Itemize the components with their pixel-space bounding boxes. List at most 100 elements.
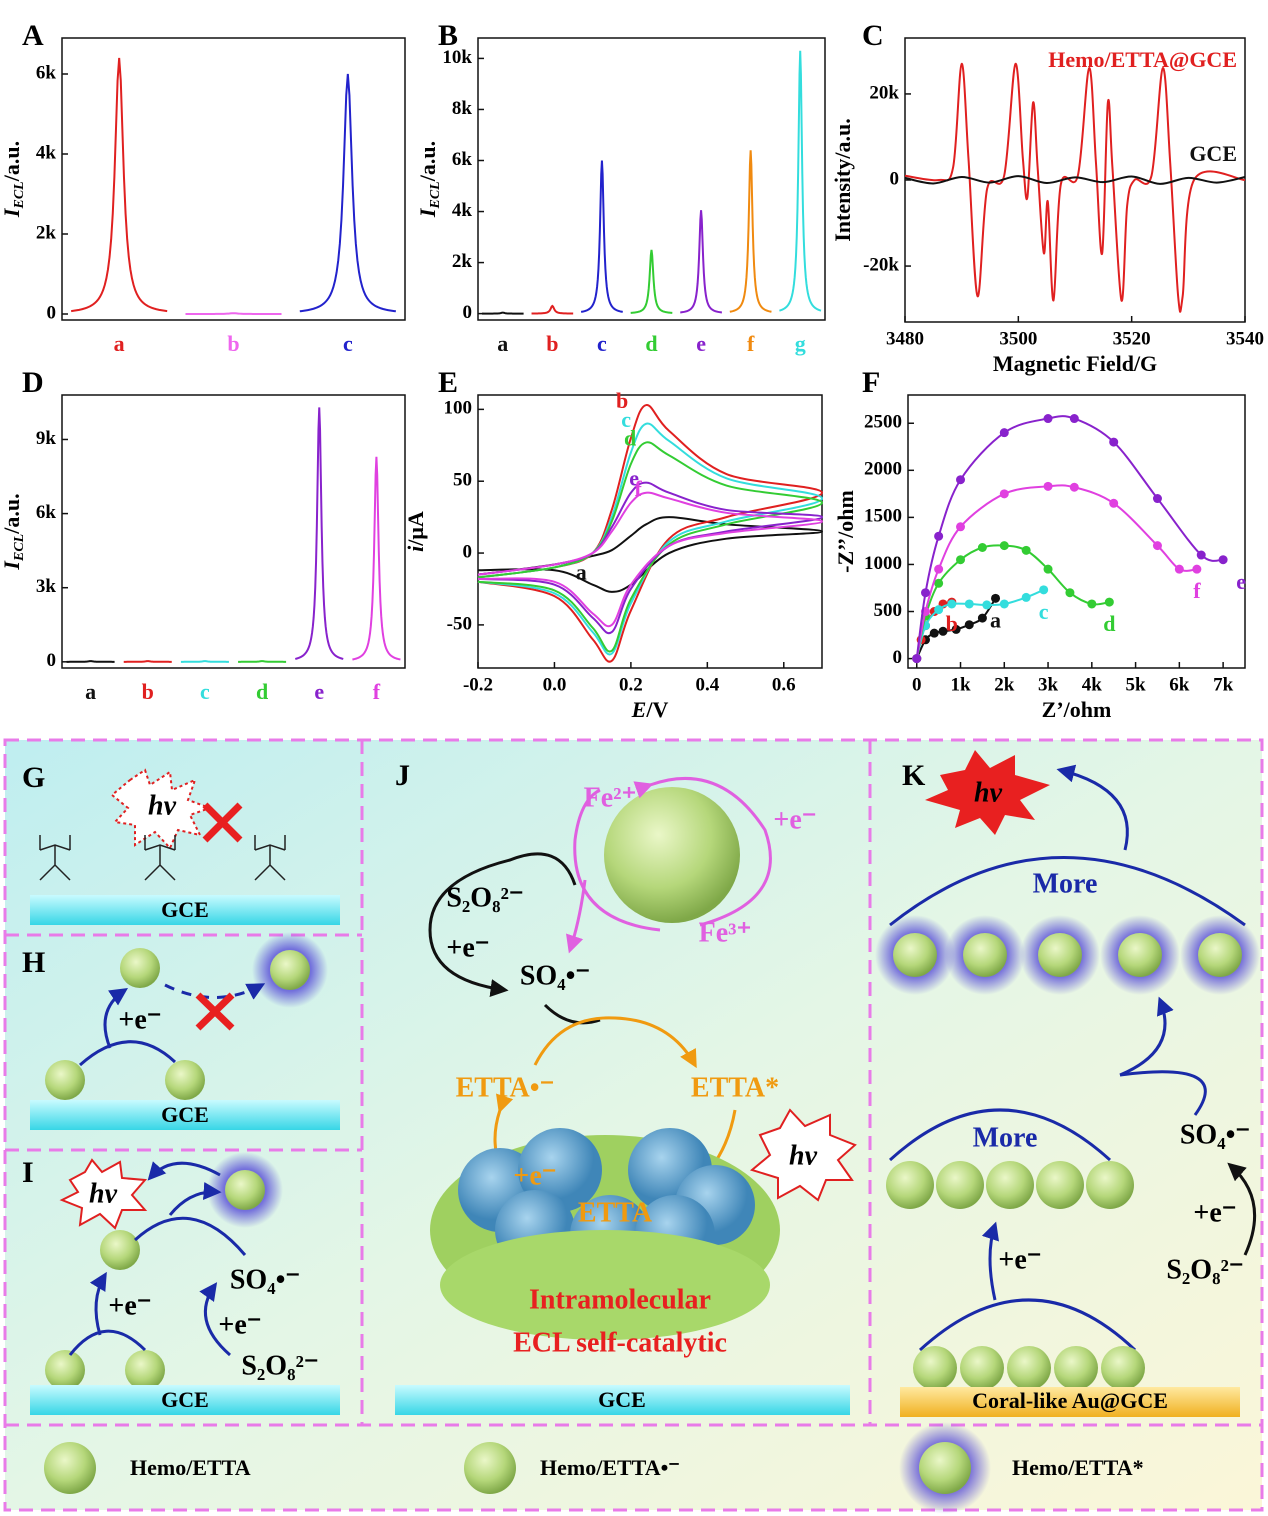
series-label: d — [1103, 611, 1115, 636]
arrow — [1119, 996, 1174, 1077]
y-tick-label: 8k — [452, 98, 473, 119]
arrow — [1119, 1070, 1207, 1116]
peak — [238, 660, 287, 663]
series-label: Hemo/ETTA@GCE — [1048, 47, 1237, 72]
particle — [165, 1060, 205, 1100]
panel-label: F — [862, 366, 880, 399]
peak — [123, 660, 172, 663]
marker — [1039, 585, 1049, 595]
x-tick-label: 3480 — [886, 328, 924, 349]
electrode — [900, 1387, 1240, 1417]
y-tick-label: 10k — [442, 47, 472, 68]
y-tick-label: 6k — [452, 149, 473, 170]
emission-burst — [925, 750, 1050, 835]
axis-label-sub: ECL — [12, 181, 27, 209]
series-line — [477, 491, 824, 628]
y-tick-label: 4k — [36, 142, 57, 163]
marker — [1104, 597, 1114, 607]
series-line — [904, 62, 1246, 313]
marker — [982, 600, 992, 610]
x-tick-label: a — [497, 331, 508, 356]
electron: +e⁻ — [118, 1004, 161, 1035]
peak — [299, 73, 396, 313]
arrow — [889, 856, 1246, 927]
peak — [71, 57, 168, 313]
marker — [956, 475, 966, 485]
x-tick-label: e — [696, 331, 706, 356]
radical: ETTA•⁻ — [456, 1072, 555, 1103]
x-tick-label: 2k — [994, 674, 1015, 695]
peak — [185, 312, 282, 315]
arrow — [918, 1298, 1137, 1352]
peak — [481, 311, 524, 315]
panel-label: I — [22, 1156, 34, 1189]
axis-label-unit: /a.u. — [415, 141, 440, 182]
marker — [1021, 545, 1031, 555]
marker — [1069, 414, 1079, 424]
series-line — [477, 404, 824, 663]
axis-label: Magnetic Field/G — [993, 351, 1157, 376]
marker — [977, 613, 987, 623]
hv: hν — [89, 1178, 118, 1209]
arrow — [168, 1182, 222, 1216]
axis-label: IECL/a.u. — [0, 493, 27, 570]
marker — [921, 588, 931, 598]
peak — [680, 210, 723, 314]
particle — [270, 950, 310, 990]
marker — [934, 605, 944, 615]
y-tick-label: 0 — [463, 541, 473, 562]
panel-label: D — [22, 366, 44, 399]
legend-symbol — [919, 1442, 971, 1494]
x-tick-label: 4k — [1082, 674, 1103, 695]
series-line — [477, 481, 824, 635]
particle — [225, 1170, 265, 1210]
x-tick-label: -0.2 — [463, 674, 493, 695]
molecules — [39, 835, 286, 881]
y-tick-label: 1000 — [864, 553, 902, 574]
marker — [1152, 541, 1162, 551]
x-tick-label: 7k — [1213, 674, 1234, 695]
arrow — [103, 988, 128, 1049]
radical-row — [886, 1161, 1134, 1209]
x-tick-label: d — [256, 679, 268, 704]
peak — [580, 160, 623, 313]
more: More — [1033, 868, 1098, 899]
y-tick-label: 3k — [36, 576, 57, 597]
series-line — [477, 441, 824, 653]
series-label: e — [629, 466, 639, 491]
radical: SO₄•⁻ — [230, 1264, 300, 1295]
y-tick-label: 2500 — [864, 412, 902, 433]
x-tick-label: c — [597, 331, 607, 356]
panel-label: B — [438, 19, 458, 52]
series-label: b — [616, 388, 628, 413]
axis-label: -Z’’/ohm — [833, 490, 858, 573]
y-tick-label: 2000 — [864, 459, 902, 480]
marker — [1069, 482, 1079, 492]
y-tick-label: 4k — [452, 200, 473, 221]
marker — [1152, 494, 1162, 504]
axis-label: IECL/a.u. — [0, 141, 27, 218]
axis-label-unit: /μA — [403, 511, 428, 547]
arrow — [573, 788, 661, 932]
x-tick-label: 6k — [1169, 674, 1190, 695]
arrow — [543, 1003, 601, 1025]
y-tick-label: 0 — [463, 302, 473, 323]
peak — [352, 456, 401, 661]
x-tick-label: a — [114, 331, 125, 356]
x-tick-label: 3520 — [1113, 328, 1151, 349]
cross — [195, 992, 235, 1031]
x-tick-label: 0.6 — [772, 674, 796, 695]
marker — [1043, 564, 1053, 574]
y-tick-label: 0 — [47, 302, 57, 323]
y-tick-label: 20k — [869, 82, 899, 103]
y-tick-label: 1500 — [864, 506, 902, 527]
x-tick-label: 1k — [950, 674, 971, 695]
marker — [1192, 564, 1202, 574]
x-tick-label: 3k — [1038, 674, 1059, 695]
y-tick-label: 9k — [36, 428, 57, 449]
marker — [934, 531, 944, 541]
electrode — [30, 895, 340, 925]
series-label: c — [621, 407, 631, 432]
marker — [947, 599, 957, 609]
